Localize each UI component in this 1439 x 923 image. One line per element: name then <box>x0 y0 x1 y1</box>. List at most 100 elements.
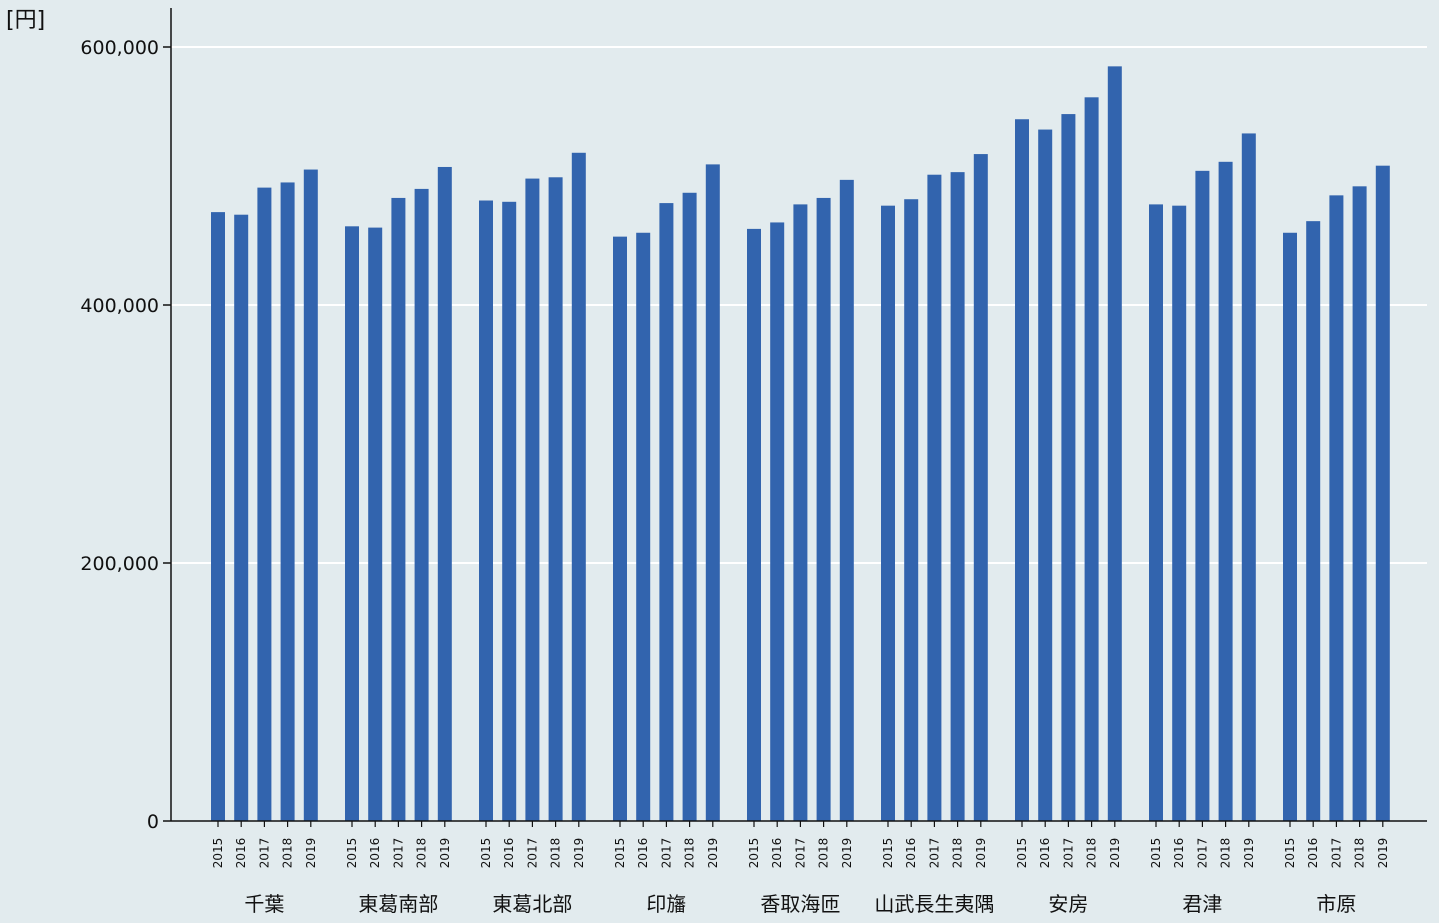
y-tick-label: 0 <box>147 811 159 833</box>
x-tick-label: 2016 <box>770 838 784 869</box>
x-tick-label: 2016 <box>368 838 382 869</box>
x-tick-label: 2018 <box>1353 838 1367 869</box>
x-tick-label: 2018 <box>951 838 965 869</box>
group-label: 東葛北部 <box>492 892 572 916</box>
x-tick-label: 2015 <box>1283 838 1297 869</box>
bar <box>793 204 808 821</box>
x-tick-label: 2018 <box>415 838 429 869</box>
bar <box>705 164 720 821</box>
bar <box>636 232 651 821</box>
bar <box>391 197 406 821</box>
bar <box>1107 66 1122 822</box>
bar <box>1084 97 1099 821</box>
group-label: 市原 <box>1316 892 1356 916</box>
bar <box>613 236 627 821</box>
bar <box>257 187 272 822</box>
bar <box>234 214 249 821</box>
x-tick-label: 2016 <box>904 838 918 869</box>
bar <box>1149 204 1163 821</box>
x-tick-label: 2017 <box>659 838 673 869</box>
x-tick-label: 2017 <box>391 838 405 869</box>
bar <box>1172 205 1187 822</box>
bar <box>659 203 674 822</box>
group-label: 東葛南部 <box>358 892 438 916</box>
bar <box>1352 186 1367 821</box>
x-tick-label: 2019 <box>1242 838 1256 869</box>
x-tick-label: 2015 <box>345 838 359 869</box>
x-tick-label: 2017 <box>525 838 539 869</box>
x-tick-label: 2016 <box>502 838 516 869</box>
x-tick-label: 2019 <box>840 838 854 869</box>
bar <box>303 169 318 822</box>
x-tick-label: 2019 <box>304 838 318 869</box>
x-tick-label: 2016 <box>234 838 248 869</box>
bar <box>927 174 942 821</box>
bar <box>571 152 586 821</box>
bar <box>881 205 895 822</box>
bar <box>839 179 854 821</box>
bar <box>211 212 225 821</box>
x-tick-label: 2016 <box>1038 838 1052 869</box>
x-tick-label: 2019 <box>1108 838 1122 869</box>
bars <box>211 66 1390 822</box>
x-tick-label: 2019 <box>706 838 720 869</box>
unit-label: [円] <box>6 8 45 33</box>
group-label: 印旛 <box>646 892 686 916</box>
bar <box>548 177 563 822</box>
bar <box>1283 232 1297 821</box>
x-tick-label: 2017 <box>1329 838 1343 869</box>
y-tick-label: 400,000 <box>80 295 159 317</box>
x-tick-label: 2015 <box>211 838 225 869</box>
x-tick-label: 2016 <box>636 838 650 869</box>
bar <box>1375 165 1390 821</box>
bar <box>1241 133 1256 821</box>
x-ticks: 2015 2016 2017 2018 2019 2015 2016 2017 2018 2019… <box>211 821 1390 868</box>
x-tick-label: 2015 <box>747 838 761 869</box>
x-tick-label: 2018 <box>549 838 563 869</box>
bar <box>1038 129 1053 821</box>
bar <box>1329 195 1344 822</box>
bar <box>1218 161 1233 821</box>
x-tick-label: 2015 <box>613 838 627 869</box>
x-tick-label: 2018 <box>817 838 831 869</box>
y-tick-label: 600,000 <box>80 37 159 59</box>
x-tick-label: 2015 <box>1149 838 1163 869</box>
x-tick-label: 2015 <box>1015 838 1029 869</box>
x-tick-label: 2017 <box>1195 838 1209 869</box>
x-tick-label: 2016 <box>1306 838 1320 869</box>
bar <box>345 226 359 821</box>
bar <box>479 200 493 821</box>
x-tick-label: 2016 <box>1172 838 1186 869</box>
bar <box>747 228 761 821</box>
bar <box>770 222 785 821</box>
bar <box>950 172 965 821</box>
group-label: 安房 <box>1048 892 1088 916</box>
bar <box>525 178 540 821</box>
x-tick-label: 2019 <box>1376 838 1390 869</box>
axes <box>170 8 1427 822</box>
bar <box>502 201 517 822</box>
x-tick-label: 2015 <box>479 838 493 869</box>
bar <box>1195 170 1210 822</box>
bar <box>414 188 429 821</box>
group-label: 千葉 <box>244 892 284 916</box>
bar <box>973 154 988 821</box>
x-tick-label: 2017 <box>1061 838 1075 869</box>
x-tick-label: 2019 <box>572 838 586 869</box>
group-label: 山武長生夷隅 <box>874 892 994 916</box>
x-tick-label: 2018 <box>683 838 697 869</box>
x-tick-label: 2015 <box>881 838 895 869</box>
bar <box>682 192 697 821</box>
x-tick-label: 2017 <box>257 838 271 869</box>
x-tick-label: 2019 <box>438 838 452 869</box>
bar <box>280 182 295 821</box>
group-label: 君津 <box>1182 892 1222 916</box>
x-tick-label: 2018 <box>281 838 295 869</box>
bar <box>437 166 452 822</box>
group-label: 香取海匝 <box>760 892 840 916</box>
x-tick-label: 2017 <box>927 838 941 869</box>
x-tick-label: 2019 <box>974 838 988 869</box>
y-ticks: 0 200,000 400,000 600,000 <box>80 37 171 833</box>
group-labels: 千葉 東葛南部 東葛北部 印旛 香取海匝 山武長生夷隅 安房 君津 市原 <box>244 892 1356 916</box>
